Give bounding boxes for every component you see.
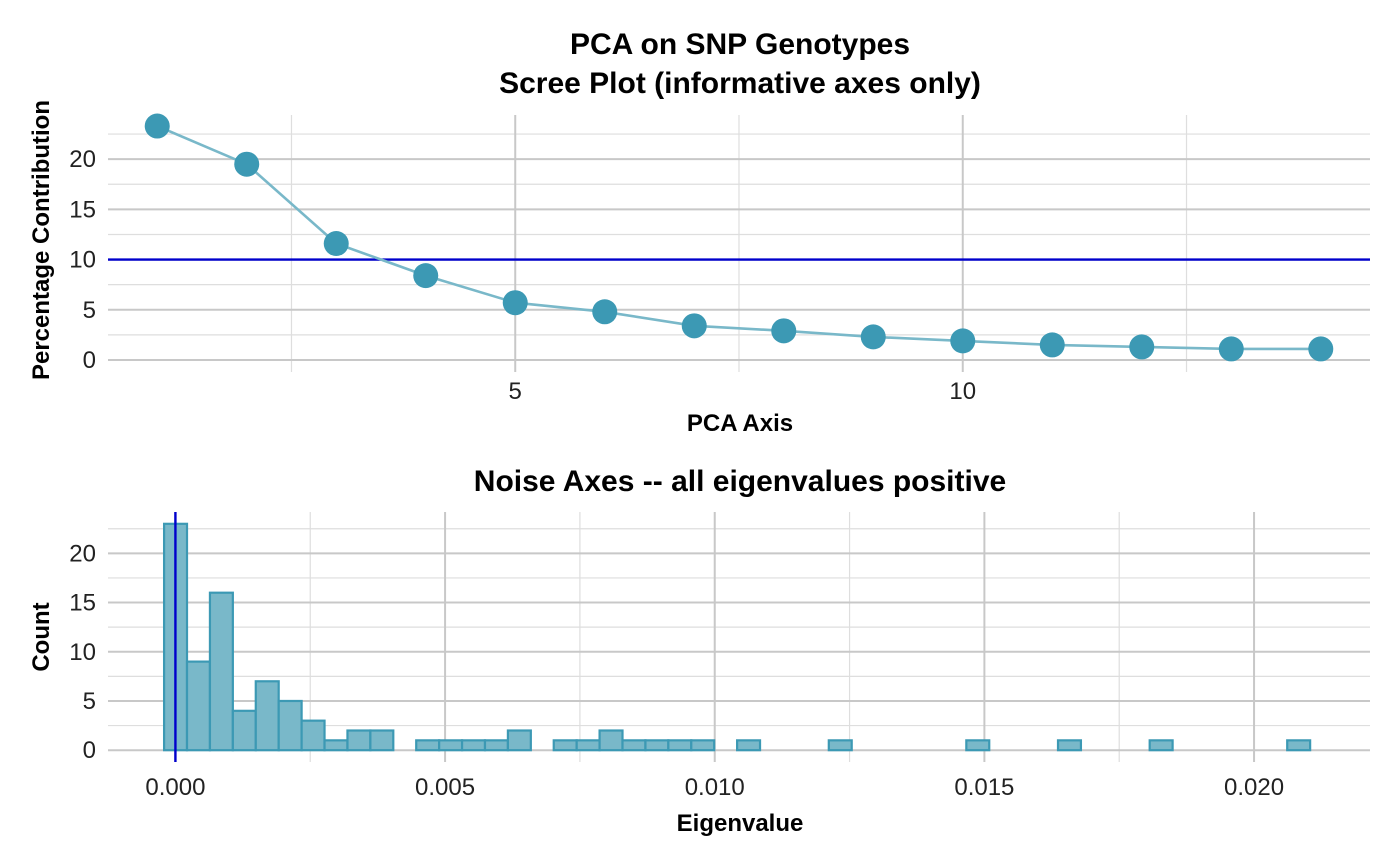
scree-connecting-line <box>156 124 1321 351</box>
scree-gridlines <box>108 115 1370 372</box>
histogram-bar <box>185 660 212 752</box>
scree-point <box>1308 336 1334 362</box>
histogram-bar <box>460 739 487 752</box>
histogram-bar <box>598 729 624 752</box>
scree-plot-panel: PCA on SNP Genotypes Scree Plot (informa… <box>28 28 1370 437</box>
scree-point <box>1129 334 1155 360</box>
histogram-x-axis-title: Eigenvalue <box>677 810 804 837</box>
scree-line <box>156 124 1321 351</box>
histogram-bar <box>644 739 670 752</box>
scree-y-tick-labels: 0 5 10 15 20 <box>69 146 96 374</box>
histogram-bar <box>483 739 510 752</box>
histogram-bar <box>438 739 464 752</box>
histogram-bar <box>369 729 395 752</box>
histogram-x-tick-label: 0.015 <box>954 774 1014 801</box>
histogram-bar <box>254 680 280 752</box>
scree-title-line-1: PCA on SNP Genotypes <box>570 28 910 61</box>
scree-point <box>950 328 976 354</box>
scree-point <box>592 299 618 325</box>
histogram-y-tick-label: 15 <box>69 590 96 617</box>
histogram-bar <box>621 739 647 752</box>
histogram-y-tick-labels: 0 5 10 15 20 <box>69 540 96 764</box>
scree-point <box>413 263 439 289</box>
scree-point <box>1039 332 1065 358</box>
histogram-bar <box>277 699 303 752</box>
scree-point <box>234 151 260 177</box>
histogram-bar <box>965 739 991 752</box>
histogram-x-tick-label: 0.005 <box>415 774 475 801</box>
scree-y-tick-label: 10 <box>69 247 96 274</box>
scree-x-tick-label: 5 <box>509 378 522 405</box>
scree-point <box>860 324 886 350</box>
histogram-bar <box>231 709 257 752</box>
scree-points <box>144 113 1334 362</box>
histogram-bar <box>208 591 234 752</box>
scree-y-tick-label: 0 <box>83 347 96 374</box>
histogram-bar <box>323 739 349 752</box>
scree-y-tick-label: 15 <box>69 196 96 223</box>
histogram-y-tick-label: 5 <box>83 688 96 715</box>
histogram-bar <box>300 719 326 752</box>
histogram-bars <box>162 522 1312 752</box>
histogram-panel: Noise Axes -- all eigenvalues positive 0… <box>28 465 1370 837</box>
histogram-bar <box>736 739 762 752</box>
scree-point <box>323 231 349 256</box>
histogram-y-tick-label: 0 <box>83 737 96 764</box>
histogram-bar <box>1148 739 1174 752</box>
histogram-bar <box>346 729 372 752</box>
histogram-bar <box>552 739 578 752</box>
histogram-bar <box>827 739 853 752</box>
histogram-bar <box>1286 739 1312 752</box>
scree-y-tick-label: 5 <box>83 297 96 324</box>
scree-point <box>502 290 528 316</box>
scree-y-tick-label: 20 <box>69 146 96 173</box>
histogram-title: Noise Axes -- all eigenvalues positive <box>474 465 1006 498</box>
scree-x-axis-title: PCA Axis <box>687 410 793 437</box>
histogram-bar <box>667 739 693 752</box>
histogram-x-tick-label: 0.000 <box>145 774 205 801</box>
histogram-bar <box>690 739 716 752</box>
scree-y-axis-title: Percentage Contribution <box>28 100 55 380</box>
histogram-bar <box>415 739 441 752</box>
scree-point <box>1218 336 1244 362</box>
scree-point <box>681 313 707 339</box>
scree-title-line-2: Scree Plot (informative axes only) <box>499 67 981 100</box>
histogram-x-tick-labels: 0.000 0.005 0.010 0.015 0.020 <box>145 774 1284 801</box>
histogram-bar <box>575 739 601 752</box>
histogram-bar <box>1056 739 1083 752</box>
histogram-x-tick-label: 0.020 <box>1224 774 1284 801</box>
histogram-y-tick-label: 10 <box>69 639 96 666</box>
histogram-x-tick-label: 0.010 <box>685 774 745 801</box>
histogram-y-axis-title: Count <box>28 602 55 671</box>
scree-point <box>144 113 170 139</box>
scree-x-tick-label: 10 <box>949 378 976 405</box>
histogram-bar <box>506 729 532 752</box>
scree-point <box>771 318 797 344</box>
scree-x-tick-labels: 5 10 <box>509 378 977 405</box>
histogram-y-tick-label: 20 <box>69 540 96 567</box>
